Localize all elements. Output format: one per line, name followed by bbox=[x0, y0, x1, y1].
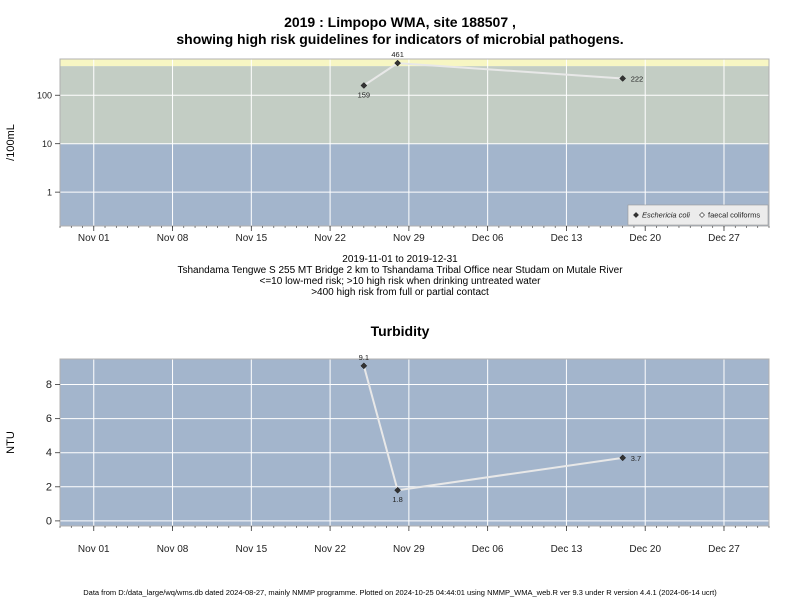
plot-frame bbox=[59, 58, 770, 227]
x-tick-label: Dec 20 bbox=[629, 544, 661, 555]
turbidity-title: Turbidity bbox=[370, 323, 430, 339]
chart-panel-turbidity: Nov 01 Nov 08 Nov 15 Nov 22 Nov 29 Dec 06 Dec … bbox=[5, 353, 770, 555]
y-axis-label: /100mL bbox=[5, 124, 17, 161]
legend-label: faecal coliforms bbox=[708, 211, 760, 220]
y-tick-label: 2 bbox=[46, 481, 52, 493]
x-tick-label: Nov 01 bbox=[78, 233, 110, 244]
data-label: 159 bbox=[358, 90, 371, 99]
plot-frame bbox=[59, 358, 770, 527]
chart-title-line2: showing high risk guidelines for indicat… bbox=[176, 31, 624, 47]
risk-band-2 bbox=[60, 59, 769, 67]
legend-marker bbox=[699, 212, 705, 218]
x-tick-label: Nov 29 bbox=[393, 544, 425, 555]
legend-label: Eschericia coli bbox=[642, 211, 690, 220]
data-label: 461 bbox=[391, 50, 404, 59]
chart-legend: Eschericia coli faecal coliforms bbox=[627, 204, 769, 226]
chart-panel-ecoli: Nov 01 Nov 08 Nov 15 Nov 22 Nov 29 Dec 06 Dec … bbox=[5, 50, 770, 244]
x-tick-label: Dec 27 bbox=[708, 544, 740, 555]
x-tick-label: Nov 08 bbox=[157, 233, 189, 244]
risk-band-1 bbox=[60, 66, 769, 144]
y-tick-label: 8 bbox=[46, 379, 52, 391]
x-tick-label: Nov 01 bbox=[78, 544, 110, 555]
data-label: 222 bbox=[631, 74, 644, 83]
chart-title-line1: 2019 : Limpopo WMA, site 188507 , bbox=[284, 14, 516, 30]
data-label: 1.8 bbox=[392, 495, 402, 504]
y-axis-label: NTU bbox=[5, 431, 17, 454]
data-point bbox=[360, 82, 368, 89]
y-tick-label: 4 bbox=[46, 447, 52, 459]
data-label: 9.1 bbox=[359, 353, 369, 362]
x-tick-label: Dec 06 bbox=[472, 544, 504, 555]
footer-note: Data from D:/data_large/wq/wms.db dated … bbox=[83, 588, 717, 597]
x-tick-label: Dec 13 bbox=[551, 544, 583, 555]
data-label: 3.7 bbox=[631, 454, 641, 463]
x-tick-label: Dec 27 bbox=[708, 233, 740, 244]
y-tick-label: 100 bbox=[37, 91, 52, 101]
date-range-caption: 2019-11-01 to 2019-12-31 bbox=[342, 254, 458, 265]
y-tick-label: 0 bbox=[46, 515, 52, 527]
x-tick-label: Nov 22 bbox=[314, 544, 346, 555]
legend-marker bbox=[633, 212, 639, 218]
data-point bbox=[360, 362, 368, 370]
contact-risk-caption: >400 high risk from full or partial cont… bbox=[311, 287, 489, 298]
data-point bbox=[394, 59, 401, 67]
data-point bbox=[394, 486, 401, 494]
x-tick-label: Nov 29 bbox=[393, 233, 425, 244]
site-description-caption: Tshandama Tengwe S 255 MT Bridge 2 km to… bbox=[177, 265, 623, 276]
x-tick-label: Nov 22 bbox=[314, 233, 346, 244]
x-tick-label: Nov 15 bbox=[235, 233, 267, 244]
x-tick-label: Nov 15 bbox=[235, 544, 267, 555]
drinking-risk-caption: <=10 low-med risk; >10 high risk when dr… bbox=[259, 276, 541, 287]
x-tick-label: Dec 13 bbox=[551, 233, 583, 244]
y-tick-label: 1 bbox=[47, 188, 52, 198]
y-tick-label: 10 bbox=[42, 139, 52, 149]
x-tick-label: Dec 20 bbox=[629, 233, 661, 244]
y-tick-label: 6 bbox=[46, 413, 52, 425]
data-point bbox=[619, 454, 627, 462]
legend-box bbox=[627, 204, 769, 226]
data-point bbox=[619, 75, 627, 82]
x-tick-label: Dec 06 bbox=[472, 233, 504, 244]
x-tick-label: Nov 08 bbox=[157, 544, 189, 555]
risk-band-0 bbox=[60, 359, 769, 526]
